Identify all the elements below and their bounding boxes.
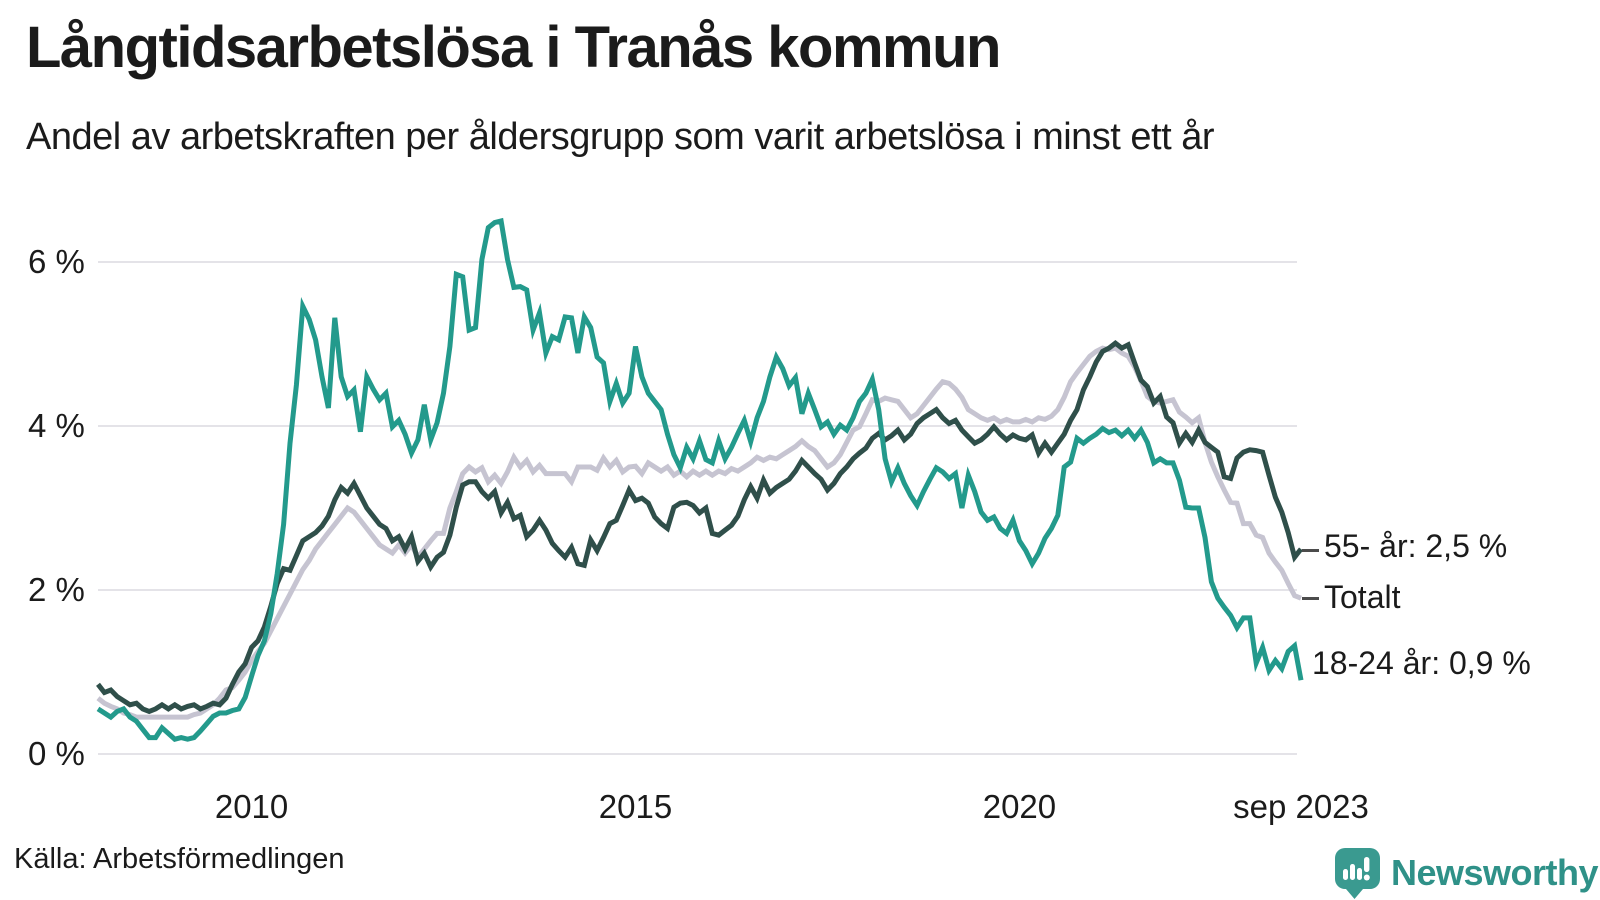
series-line-18-24-år — [96, 217, 1304, 742]
newsworthy-speech-bubble-icon — [1335, 847, 1380, 899]
series-line-Totalt — [96, 345, 1302, 720]
y-axis-label-0: 0 % — [28, 735, 85, 772]
y-axis-label-2: 2 % — [28, 571, 85, 608]
newsworthy-logo: Newsworthy — [1334, 846, 1599, 900]
newsworthy-wordmark: Newsworthy — [1391, 852, 1599, 893]
series-label-totalt: Totalt — [1324, 579, 1401, 615]
x-axis-label-sep-2023: sep 2023 — [1233, 788, 1369, 825]
page-title: Långtidsarbetslösa i Tranås kommun — [26, 15, 1001, 80]
x-axis-label-2015: 2015 — [598, 788, 673, 825]
y-axis-label-4: 4 % — [28, 407, 85, 444]
series-label-55-ar: 55- år: 2,5 % — [1324, 528, 1508, 564]
series-line-55--år — [96, 340, 1303, 715]
x-axis-label-2010: 2010 — [214, 788, 289, 825]
page-subtitle: Andel av arbetskraften per åldersgrupp s… — [26, 116, 1215, 158]
y-axis-label-6: 6 % — [28, 243, 85, 280]
source-caption: Källa: Arbetsförmedlingen — [14, 843, 345, 875]
label-connector-55 — [1302, 549, 1319, 552]
series-label-18-24-ar: 18-24 år: 0,9 % — [1312, 645, 1531, 681]
label-connector-totalt — [1302, 597, 1319, 600]
x-axis-label-2020: 2020 — [982, 788, 1057, 825]
